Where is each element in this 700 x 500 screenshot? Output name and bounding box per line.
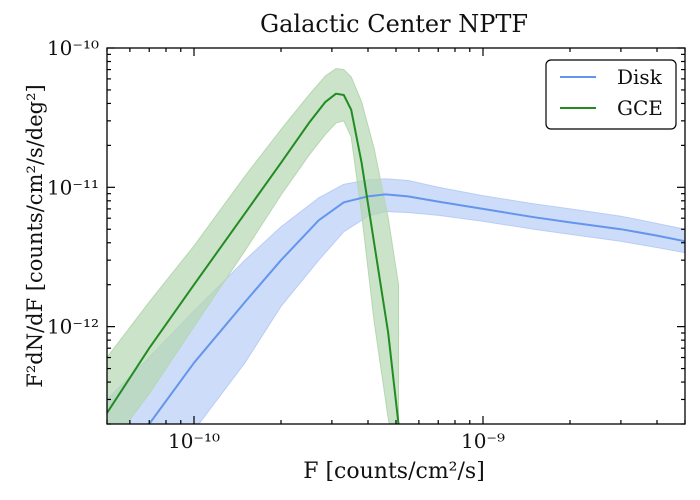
tick-labels: 10⁻¹⁰ 10⁻⁹ 10⁻¹² 10⁻¹¹ 10⁻¹⁰	[47, 36, 505, 453]
x-tick-label: 10⁻¹⁰	[168, 429, 220, 453]
y-axis-label: F²dN/dF [counts/cm²/s/deg²]	[23, 84, 47, 387]
axis-ticks	[106, 47, 686, 425]
series-lines	[107, 92, 685, 424]
band-gce	[107, 68, 399, 424]
legend-label-gce: GCE	[617, 96, 663, 120]
y-tick-label: 10⁻¹⁰	[47, 36, 99, 60]
line-disk	[147, 193, 685, 424]
x-tick-label: 10⁻⁹	[461, 429, 505, 453]
x-axis-label: F [counts/cm²/s]	[303, 459, 485, 484]
legend: Disk GCE	[545, 59, 677, 130]
line-gce	[107, 92, 400, 424]
y-tick-label: 10⁻¹²	[47, 315, 99, 339]
uncertainty-bands	[107, 68, 685, 424]
y-tick-label: 10⁻¹¹	[47, 175, 99, 199]
band-disk	[107, 178, 685, 424]
legend-label-disk: Disk	[617, 65, 663, 89]
chart-title: Galactic Center NPTF	[260, 10, 528, 38]
